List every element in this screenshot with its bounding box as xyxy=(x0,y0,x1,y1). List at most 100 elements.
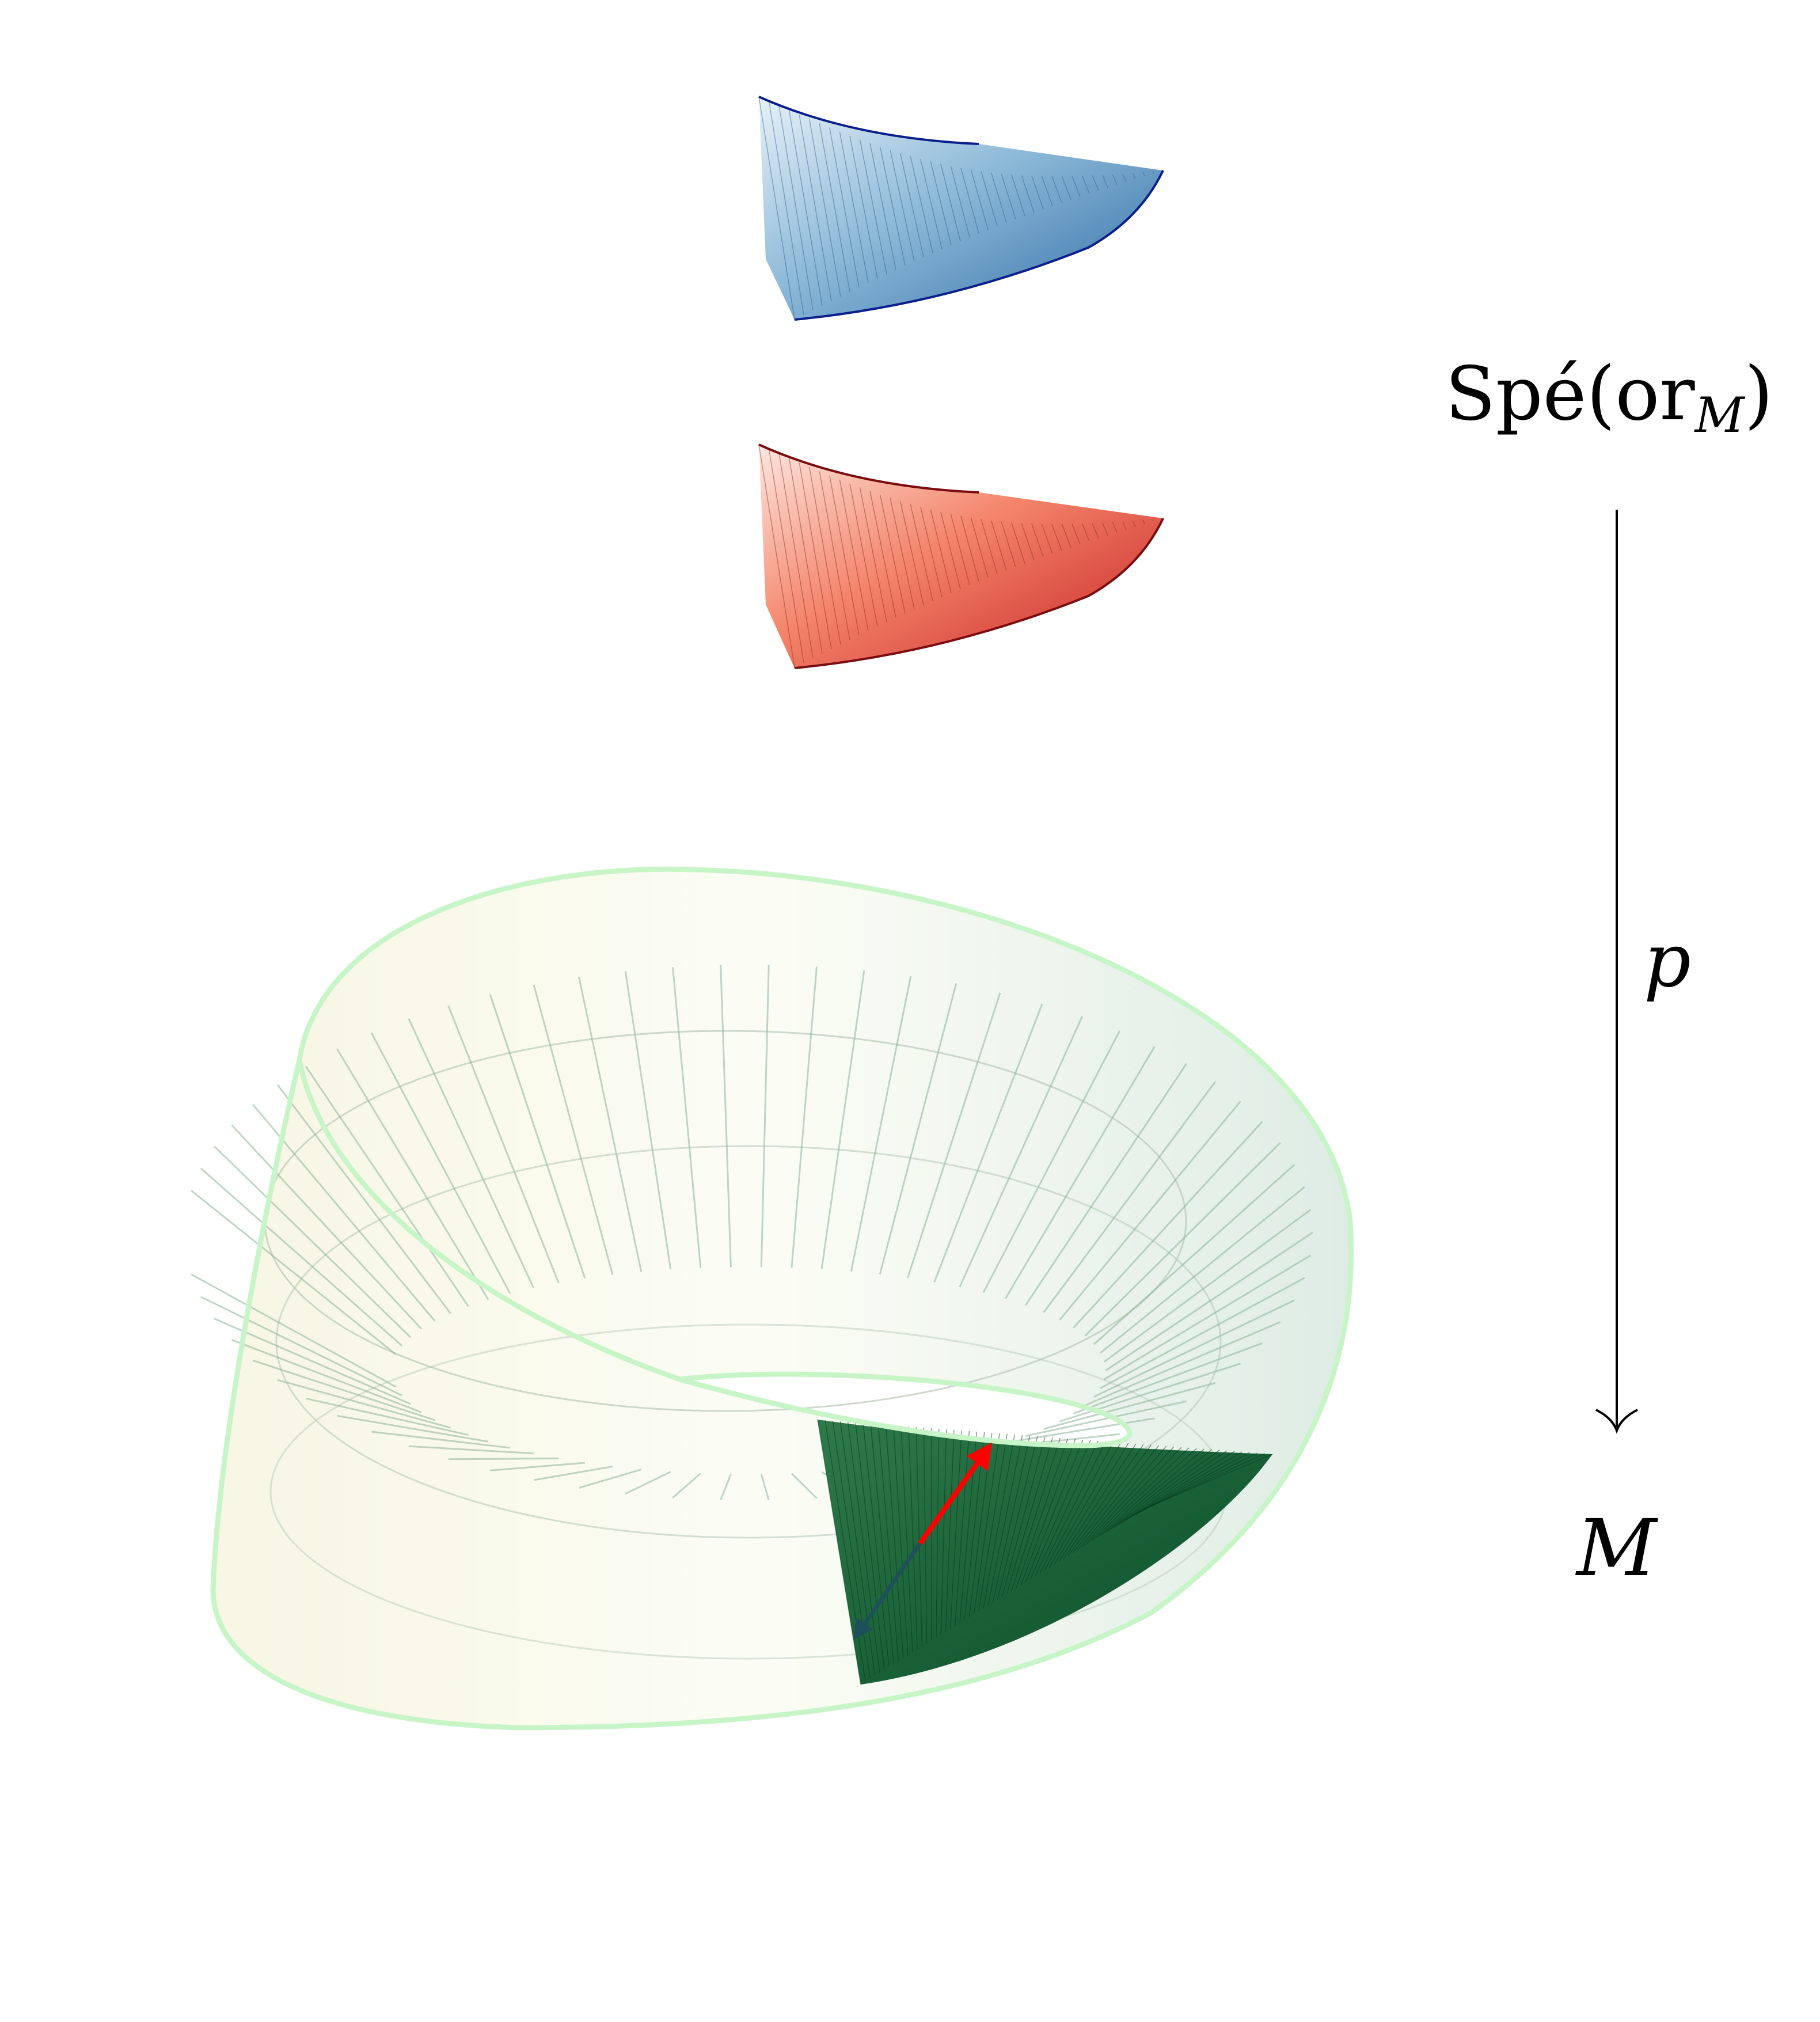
sheet-grid-line xyxy=(788,458,823,654)
sheet-grid-line xyxy=(829,127,860,288)
mobius-hatch-line xyxy=(1016,1438,1069,1588)
sheet-grid-line xyxy=(981,519,998,575)
sheet-grid-line xyxy=(1092,523,1099,539)
sheet-grid-line xyxy=(809,119,841,297)
mobius-ruling-line xyxy=(276,1084,451,1314)
mobius-ruling-line xyxy=(1103,1254,1312,1380)
mobius-hatch-line xyxy=(870,1423,895,1664)
mobius-ruling-line xyxy=(1043,1081,1216,1313)
normal-vector-red-arrow xyxy=(918,1442,993,1545)
sheet-grid-line xyxy=(981,171,998,227)
mobius-ruling-line xyxy=(336,1048,489,1300)
blue-sheet xyxy=(758,96,1164,321)
sheet-grid-line xyxy=(1061,524,1072,548)
mobius-ruling-line xyxy=(231,1339,422,1413)
mobius-ruling-line xyxy=(1059,1101,1241,1321)
mobius-ruling-line xyxy=(820,970,865,1270)
label-spe-or-m: Spé(orM) xyxy=(1445,351,1773,443)
mobius-hatch-line xyxy=(1143,1454,1273,1509)
mobius-ruling-line xyxy=(305,1065,469,1307)
mobius-ruling-line xyxy=(214,1145,412,1338)
mobius-hatch-line xyxy=(1105,1449,1213,1533)
sheet-grid-line xyxy=(890,498,915,609)
sheet-grid-line xyxy=(890,150,915,261)
sheet-grid-line xyxy=(859,487,887,623)
mobius-ruling-line xyxy=(1073,1121,1263,1329)
mobius-ruling-line xyxy=(1100,1186,1305,1354)
mobius-ruling-line xyxy=(791,1473,818,1499)
mobius-ruling-line xyxy=(1025,1400,1187,1437)
red-sheet-bottom-edge xyxy=(794,518,1164,669)
mobius-inner-edge xyxy=(297,1059,1133,1448)
sheet-grid-line xyxy=(849,135,878,279)
mobius-hatch-line xyxy=(915,1427,923,1647)
blue-sheet-top-edge xyxy=(758,96,979,145)
sheet-grid-line xyxy=(1001,173,1016,219)
mobius-ruling-line xyxy=(533,1465,613,1481)
mobius-ruling-line xyxy=(1005,1417,1155,1444)
mobius-ruling-line xyxy=(489,994,586,1279)
sheet-grid-line xyxy=(819,123,850,293)
blue-sheet-grid xyxy=(758,96,1154,320)
mobius-ruling-line xyxy=(625,1471,671,1495)
mobius-ruling-line xyxy=(982,1030,1121,1293)
sheet-grid-line xyxy=(859,139,887,275)
blue-sheet-bottom-edge xyxy=(794,170,1164,321)
sheet-grid-line xyxy=(930,509,952,593)
mobius-hatch-line xyxy=(949,1430,962,1629)
sheet-grid-line xyxy=(799,115,832,302)
sheet-grid-line xyxy=(758,444,795,668)
mobius-ruling-line xyxy=(1043,1382,1215,1430)
mobius-hatch-line xyxy=(900,1425,913,1653)
mobius-ruling-line xyxy=(408,1018,534,1288)
sheet-grid-line xyxy=(1122,173,1127,183)
sheet-grid-line xyxy=(1072,176,1081,197)
mobius-ruling-line xyxy=(252,1359,435,1421)
projection-arrow xyxy=(1595,510,1638,1434)
sheet-grid-line xyxy=(869,143,896,270)
mobius-hatch-line xyxy=(936,1428,940,1638)
sheet-grid-line xyxy=(1001,521,1016,567)
mobius-ruling-line xyxy=(533,984,614,1275)
sheet-grid-line xyxy=(849,483,878,627)
mobius-hatch-line xyxy=(1091,1447,1190,1542)
mobius-hatch-line xyxy=(1096,1448,1197,1539)
sheet-grid-line xyxy=(1142,172,1145,177)
sheet-grid-line xyxy=(910,504,933,601)
sheet-grid-line xyxy=(940,164,961,241)
sheet-grid-line xyxy=(1041,523,1053,554)
sheet-grid-line xyxy=(990,520,1007,571)
sheet-grid-line xyxy=(1051,176,1062,203)
mobius-hatch-line xyxy=(817,1419,861,1685)
mobius-band xyxy=(191,866,1354,1731)
mobius-hatch-line xyxy=(1077,1446,1167,1550)
mobius-ruling-line xyxy=(447,1005,560,1284)
normal-vector-dark-arrow xyxy=(853,1542,922,1640)
mobius-ruling-line xyxy=(408,1445,534,1455)
mobius-ruling-line xyxy=(371,1033,511,1294)
sheet-grid-line xyxy=(1112,174,1118,185)
sheet-grid-line xyxy=(1011,522,1025,564)
mobius-hatch-line xyxy=(940,1429,947,1635)
sheet-grid-line xyxy=(778,453,814,659)
sheet-grid-line xyxy=(809,466,841,645)
mobius-ruling-line xyxy=(1073,1342,1263,1414)
mobius-ruling-line xyxy=(879,983,958,1275)
mobius-ruling-line xyxy=(1093,1164,1295,1345)
mobius-hatch-line xyxy=(885,1424,904,1659)
sheet-grid-line xyxy=(839,131,869,283)
sheet-grid-line xyxy=(1132,173,1136,180)
sheet-grid-line xyxy=(1051,524,1062,551)
mobius-hatch-line xyxy=(1048,1442,1122,1568)
sheet-grid-line xyxy=(1041,176,1053,206)
mobius-hatch-line xyxy=(862,1422,890,1667)
sheet-grid-line xyxy=(940,511,961,589)
sheet-grid-line xyxy=(758,96,795,320)
mobius-ruling-line xyxy=(337,1414,489,1443)
sheet-grid-line xyxy=(879,494,906,614)
mobius-hatch-line xyxy=(1063,1444,1144,1559)
sheet-grid-line xyxy=(960,168,979,234)
sheet-grid-line xyxy=(778,105,814,311)
mobius-hatch-line xyxy=(1082,1446,1175,1547)
mobius-hatch-line xyxy=(1044,1441,1114,1571)
